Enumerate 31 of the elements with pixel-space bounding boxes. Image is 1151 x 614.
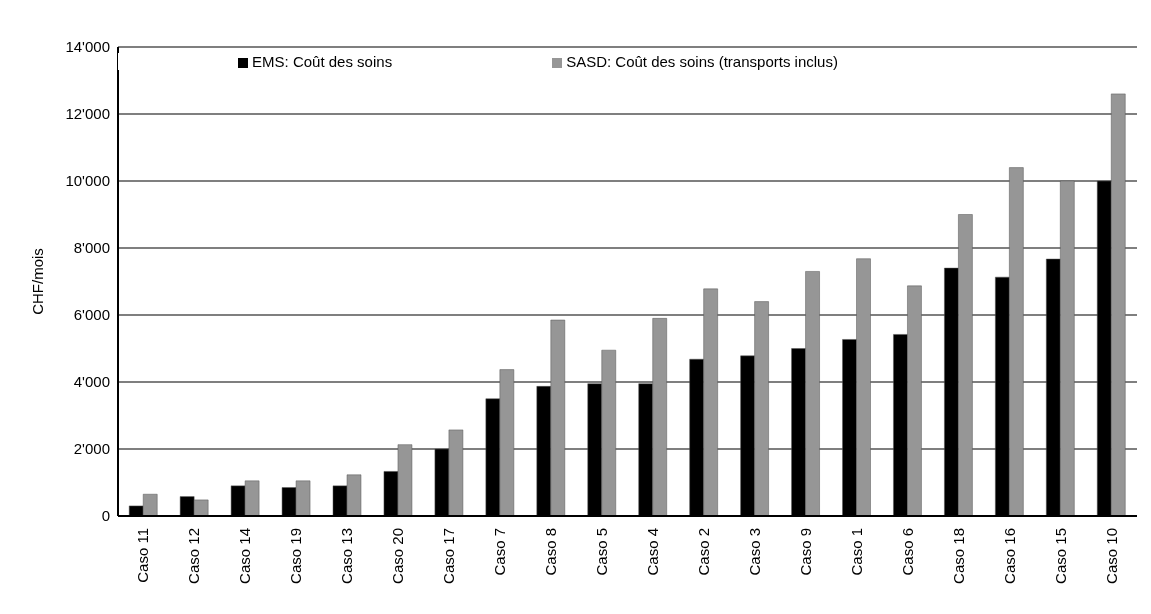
y-tick-label: 10'000 <box>65 172 110 190</box>
y-axis-title: CHF/mois <box>29 248 47 315</box>
x-tick-label: Caso 1 <box>847 528 865 576</box>
x-tick-label: Caso 15 <box>1051 528 1069 584</box>
x-tick-label: Caso 20 <box>389 528 407 584</box>
x-tick-label: Caso 13 <box>338 528 356 584</box>
x-tick-label: Caso 8 <box>542 528 560 576</box>
x-tick-label: Caso 6 <box>898 528 916 576</box>
x-tick-label: Caso 4 <box>643 528 661 576</box>
y-tick-label: 6'000 <box>73 306 110 324</box>
legend-label: SASD: Coût des soins (transports inclus) <box>566 53 838 70</box>
x-tick-label: Caso 17 <box>440 528 458 584</box>
y-tick-label: 4'000 <box>73 373 110 391</box>
y-tick-label: 2'000 <box>73 440 110 458</box>
y-tick-label: 12'000 <box>65 105 110 123</box>
y-tick-label: 8'000 <box>73 239 110 257</box>
y-tick-label: 14'000 <box>65 38 110 56</box>
y-tick-label: 0 <box>101 507 110 525</box>
x-tick-label: Caso 12 <box>185 528 203 584</box>
x-tick-label: Caso 9 <box>796 528 814 576</box>
legend-label: EMS: Coût des soins <box>252 53 393 70</box>
x-tick-label: Caso 10 <box>1102 528 1120 584</box>
x-tick-label: Caso 2 <box>694 528 712 576</box>
x-tick-label: Caso 16 <box>1000 528 1018 584</box>
x-tick-label: Caso 18 <box>949 528 967 584</box>
x-tick-label: Caso 14 <box>236 528 254 584</box>
x-tick-label: Caso 11 <box>134 528 152 583</box>
x-tick-label: Caso 3 <box>745 528 763 576</box>
x-tick-label: Caso 19 <box>287 528 305 584</box>
x-tick-label: Caso 5 <box>593 528 611 576</box>
x-tick-label: Caso 7 <box>491 528 509 576</box>
